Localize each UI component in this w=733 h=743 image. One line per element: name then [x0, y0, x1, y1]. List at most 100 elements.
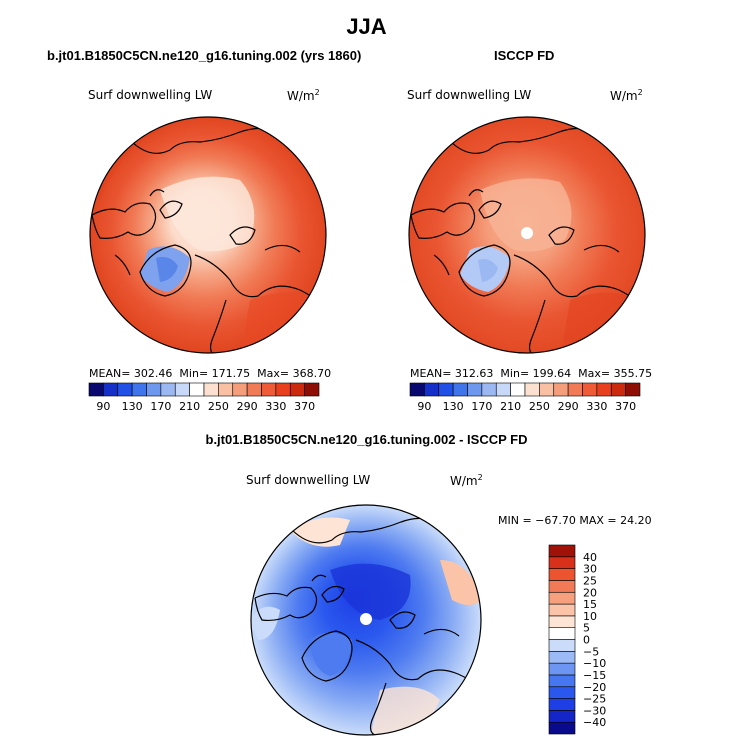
- colorbar-diff-swatch: [548, 591, 576, 605]
- colorbar-model-swatch: [246, 382, 262, 397]
- colorbar-model-swatch: [174, 382, 190, 397]
- colorbar-model-swatch: [131, 382, 147, 397]
- colorbar-obs-swatch: [467, 382, 483, 397]
- colorbar-diff-tick-label: 20: [583, 586, 597, 599]
- colorbar-obs-tick-label: 90: [417, 400, 431, 413]
- colorbar-diff-tick-label: 15: [583, 598, 597, 611]
- colorbar-model: 90 130 170 210 250 290 330 370: [88, 382, 320, 413]
- colorbar-diff-tick-label: 10: [583, 610, 597, 623]
- colorbar-diff-tick-label: 40: [583, 551, 597, 564]
- colorbar-diff-swatch: [548, 603, 576, 617]
- colorbar-model-swatch: [88, 382, 104, 397]
- colorbar-diff-swatch: [548, 674, 576, 688]
- colorbar-obs-swatch: [424, 382, 440, 397]
- colorbar-diff-tick-label: −15: [583, 669, 606, 682]
- colorbar-obs-tick-label: 290: [558, 400, 579, 413]
- colorbar-diff-swatch: [548, 568, 576, 581]
- map-obs-border: [408, 116, 646, 354]
- units-label-model: W/m2: [287, 88, 320, 103]
- colorbar-obs-swatch: [567, 382, 583, 397]
- map-obs: [408, 116, 646, 354]
- colorbar-diff-swatch: [548, 651, 576, 664]
- colorbar-diff-tick-label: 5: [583, 622, 590, 635]
- colorbar-diff-swatch: [548, 698, 576, 711]
- colorbar-diff-tick-label: 25: [583, 574, 597, 587]
- colorbar-model-tick-label: 170: [150, 400, 171, 413]
- colorbar-diff-swatch: [548, 544, 576, 558]
- colorbar-model-tick-label: 130: [122, 400, 143, 413]
- colorbar-diff-tick-label: −25: [583, 693, 606, 706]
- colorbar-diff-tick-label: −5: [583, 645, 599, 658]
- map-obs-pole-hole: [521, 227, 533, 239]
- colorbar-obs-tick-label: 370: [615, 400, 636, 413]
- map-diff-light-patch: [251, 606, 280, 640]
- colorbar-diff-swatch: [548, 556, 576, 569]
- variable-label-model: Surf downwelling LW: [88, 88, 213, 102]
- colorbar-model-swatch: [275, 382, 291, 397]
- figure-title: JJA: [346, 14, 387, 39]
- colorbar-diff-swatch: [548, 639, 576, 652]
- map-diff-greenland: [310, 632, 352, 676]
- map-model: [89, 116, 327, 354]
- colorbar-obs-swatch: [610, 382, 626, 397]
- colorbar-diff-swatch: [548, 686, 576, 699]
- colorbar-diff-tick-label: −20: [583, 681, 606, 694]
- colorbar-diff-tick-label: 30: [583, 563, 597, 576]
- colorbar-model-tick-label: 250: [208, 400, 229, 413]
- colorbar-model-swatch: [261, 382, 277, 397]
- colorbar-model-swatch: [146, 382, 162, 397]
- map-diff-pole-hole: [360, 613, 372, 625]
- map-diff: [250, 504, 482, 736]
- colorbar-obs: 90 130 170 210 250 290 330 370: [409, 382, 641, 413]
- map-model-border: [89, 116, 327, 354]
- colorbar-obs-swatch: [438, 382, 454, 397]
- colorbar-obs-swatch: [582, 382, 598, 397]
- colorbar-model-swatch: [189, 382, 205, 397]
- map-diff-core: [330, 563, 411, 620]
- colorbar-model-tick-label: 370: [294, 400, 315, 413]
- colorbar-diff-tick-label: −10: [583, 657, 606, 670]
- map-diff-warm-patch-3: [370, 686, 440, 735]
- map-obs-polar-cap: [480, 178, 572, 252]
- colorbar-model-swatch: [160, 382, 176, 397]
- colorbar-diff-swatch: [548, 627, 576, 640]
- colorbar-obs-swatch: [539, 382, 555, 397]
- colorbar-diff-swatch: [548, 662, 576, 676]
- colorbar-obs-tick-label: 130: [443, 400, 464, 413]
- colorbar-model-tick-label: 290: [237, 400, 258, 413]
- map-diff-warm-patch-2: [440, 560, 481, 605]
- variable-label-diff: Surf downwelling LW: [246, 473, 371, 487]
- map-model-eurasia-warm: [240, 292, 326, 353]
- stats-model: MEAN= 302.46 Min= 171.75 Max= 368.70: [89, 367, 332, 380]
- colorbar-obs-swatch: [596, 382, 612, 397]
- colorbar-obs-tick-label: 250: [529, 400, 550, 413]
- colorbar-diff-swatch: [548, 615, 576, 628]
- colorbar-obs-swatch: [452, 382, 468, 397]
- colorbar-model-swatch: [103, 382, 119, 397]
- colorbar-model-swatch: [232, 382, 248, 397]
- colorbar-diff-tick-label: −30: [583, 704, 606, 717]
- colorbar-obs-tick-label: 170: [471, 400, 492, 413]
- colorbar-obs-swatch: [625, 382, 641, 397]
- colorbar-model-swatch: [218, 382, 234, 397]
- stats-obs: MEAN= 312.63 Min= 199.64 Max= 355.75: [410, 367, 653, 380]
- colorbar-obs-swatch: [524, 382, 540, 397]
- variable-label-obs: Surf downwelling LW: [407, 88, 532, 102]
- panel-title-obs: ISCCP FD: [494, 48, 555, 63]
- colorbar-obs-swatch: [553, 382, 569, 397]
- map-model-pacific-warm: [92, 120, 160, 200]
- colorbar-obs-tick-label: 330: [586, 400, 607, 413]
- colorbar-model-swatch: [203, 382, 219, 397]
- colorbar-diff-tick-label: −40: [583, 716, 606, 729]
- colorbar-diff-swatch: [548, 721, 576, 735]
- colorbar-diff-swatch: [548, 580, 576, 593]
- colorbar-obs-swatch: [510, 382, 526, 397]
- colorbar-model-swatch: [117, 382, 133, 397]
- colorbar-diff-tick-label: 0: [583, 634, 590, 647]
- map-obs-greenland-core: [478, 259, 498, 282]
- colorbar-obs-swatch: [409, 382, 425, 397]
- colorbar-model-tick-label: 90: [96, 400, 110, 413]
- colorbar-model-swatch: [289, 382, 305, 397]
- colorbar-model-swatch: [304, 382, 320, 397]
